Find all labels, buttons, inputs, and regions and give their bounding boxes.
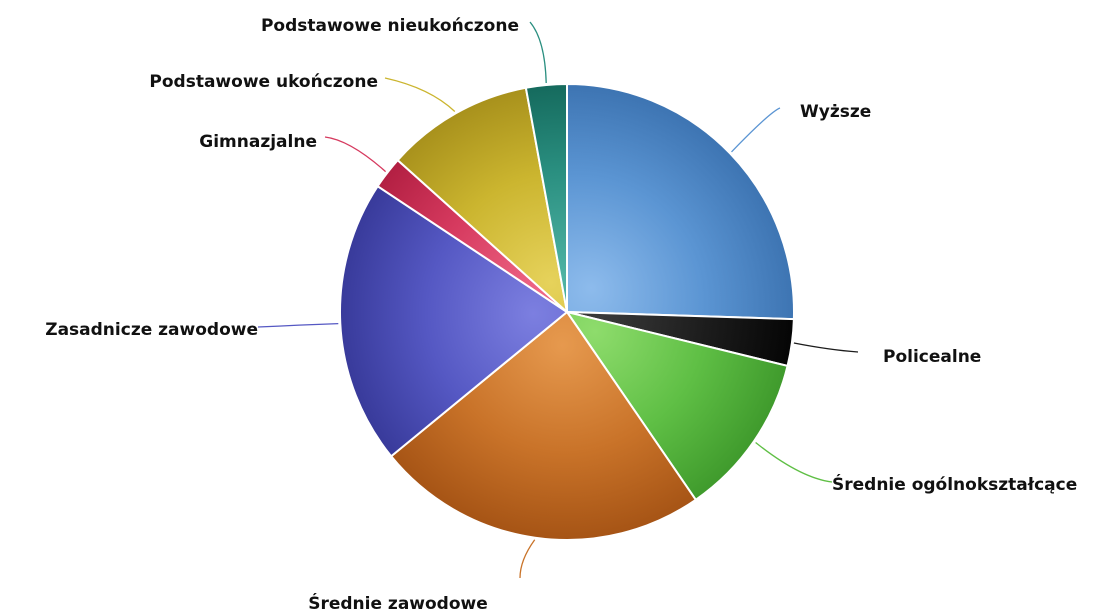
labels-layer: Wyższe Policealne Średnie ogólnokształcące… xyxy=(45,16,1077,612)
slices-layer xyxy=(339,82,795,542)
pie-slice xyxy=(339,184,569,458)
slice-label: Zasadnicze zawodowe xyxy=(45,320,258,340)
leader-line xyxy=(257,322,339,328)
slice-label: Podstawowe ukończone xyxy=(149,72,378,92)
pie-slice xyxy=(564,310,789,502)
pie-slice xyxy=(566,82,795,321)
leader-line xyxy=(755,441,833,483)
slice-label: Gimnazjalne xyxy=(199,132,317,152)
slice-label: Policealne xyxy=(883,347,981,367)
leader-line xyxy=(793,342,859,353)
pie-slice xyxy=(389,310,698,542)
leader-line xyxy=(519,539,536,579)
slice-label: Średnie zawodowe xyxy=(308,592,488,612)
pie-slice xyxy=(396,86,569,315)
leader-line xyxy=(324,136,387,173)
leader-line xyxy=(731,107,781,153)
slice-label: Średnie ogólnokształcące xyxy=(832,473,1077,495)
pie-slice xyxy=(524,82,568,313)
leader-lines-layer xyxy=(257,21,859,579)
slice-label: Wyższe xyxy=(800,102,871,122)
leader-line xyxy=(529,21,547,84)
leader-line xyxy=(384,77,456,112)
slice-label: Podstawowe nieukończone xyxy=(261,16,519,36)
